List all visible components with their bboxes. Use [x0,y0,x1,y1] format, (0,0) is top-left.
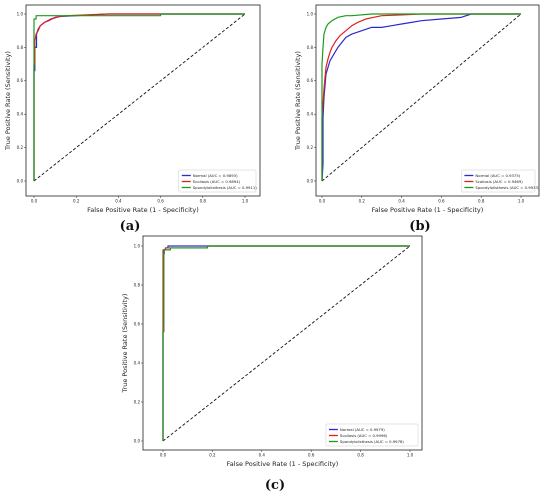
plot-frame [315,4,540,197]
panel-caption: (c) [265,478,285,493]
legend-entry: Scoliosis (AUC = 0.9996) [340,433,388,438]
y-tick-label: 0.0 [307,178,314,183]
y-tick-label: 0.4 [307,112,314,117]
legend-entry: Spondylolisthesis (AUC = 0.9911) [193,185,258,190]
x-tick-label: 0.8 [200,199,207,204]
legend-entry: Spondylolisthesis (AUC = 0.9933) [475,185,540,190]
y-tick-label: 0.4 [17,112,24,117]
x-tick-label: 0.2 [209,453,216,458]
panel-caption: (a) [120,219,141,234]
y-axis-label: True Positive Rate (Sensitivity) [121,294,129,394]
plot-frame [25,4,261,197]
roc-curve-2 [321,13,521,181]
y-tick-label: 1.0 [134,243,141,248]
x-tick-label: 0.2 [73,199,80,204]
y-tick-label: 0.2 [307,145,314,150]
x-tick-label: 0.4 [398,199,405,204]
legend-box [178,169,257,193]
legend-entry: Normal (AUC = 0.9893) [193,173,238,178]
y-tick-label: 0.0 [134,438,141,443]
x-axis-label: False Positive Rate (1 - Specificity) [227,460,339,468]
y-tick-label: 0.2 [17,145,24,150]
x-tick-label: 0.6 [308,453,315,458]
y-tick-label: 0.6 [134,321,141,326]
x-tick-label: 0.4 [115,199,122,204]
chance-diagonal [321,13,522,182]
roc-curve-3 [162,245,410,441]
legend-entry: Spondylolisthesis (AUC = 0.9978) [340,439,405,444]
chance-diagonal [33,13,246,182]
legend-box [461,169,536,193]
x-tick-label: 1.0 [407,453,414,458]
roc-panel-1: 0.0 0.2 0.4 0.6 0.8 1.0 0.0 0.2 0.4 0.6 0.8 1.0 Fals… [4,4,261,234]
roc-curve-3 [321,13,521,181]
y-tick-label: 1.0 [17,11,24,16]
x-tick-label: 0.6 [438,199,445,204]
x-tick-label: 0.0 [160,453,167,458]
panel-caption: (b) [409,219,430,234]
y-tick-label: 0.6 [307,78,314,83]
x-tick-label: 0.4 [259,453,266,458]
legend: Normal (AUC = 0.9375)Scoliosis (AUC = 0.… [461,169,540,193]
chance-diagonal [162,245,411,442]
y-axis-label: True Positive Rate (Sensitivity) [294,51,302,151]
legend: Normal (AUC = 0.9893)Scoliosis (AUC = 0.… [178,169,258,193]
x-tick-label: 0.2 [359,199,366,204]
legend-entry: Scoliosis (AUC = 0.9894) [193,179,241,184]
roc-curve-1 [321,13,521,182]
x-tick-label: 0.0 [319,199,326,204]
x-tick-label: 0.8 [357,453,364,458]
x-tick-label: 0.0 [31,199,38,204]
x-tick-label: 1.0 [242,199,249,204]
x-tick-label: 0.6 [157,199,164,204]
y-tick-label: 0.2 [134,399,141,404]
x-axis-label: False Positive Rate (1 - Specificity) [372,206,484,214]
legend: Normal (AUC = 0.9979)Scoliosis (AUC = 0.… [325,423,419,447]
legend-entry: Normal (AUC = 0.9979) [340,427,385,432]
y-tick-label: 0.6 [17,78,24,83]
legend-box [325,423,419,447]
y-tick-label: 0.8 [17,45,24,50]
y-tick-label: 0.0 [17,178,24,183]
plot-frame [142,235,423,451]
legend-entry: Scoliosis (AUC = 0.9469) [475,179,523,184]
y-tick-label: 0.8 [307,45,314,50]
roc-curve-2 [33,13,245,181]
roc-panel-3: 0.0 0.2 0.4 0.6 0.8 1.0 0.0 0.2 0.4 0.6 0.8 1.0 Fals… [121,235,423,493]
x-tick-label: 0.8 [478,199,485,204]
x-axis-label: False Positive Rate (1 - Specificity) [87,206,199,214]
roc-curve-3 [33,13,245,181]
y-tick-label: 1.0 [307,11,314,16]
y-tick-label: 0.4 [134,360,141,365]
y-axis-label: True Positive Rate (Sensitivity) [4,51,12,151]
x-tick-label: 1.0 [518,199,525,204]
roc-panel-2: 0.0 0.2 0.4 0.6 0.8 1.0 0.0 0.2 0.4 0.6 0.8 1.0 Fals… [294,4,540,234]
y-tick-label: 0.8 [134,282,141,287]
legend-entry: Normal (AUC = 0.9375) [475,173,520,178]
